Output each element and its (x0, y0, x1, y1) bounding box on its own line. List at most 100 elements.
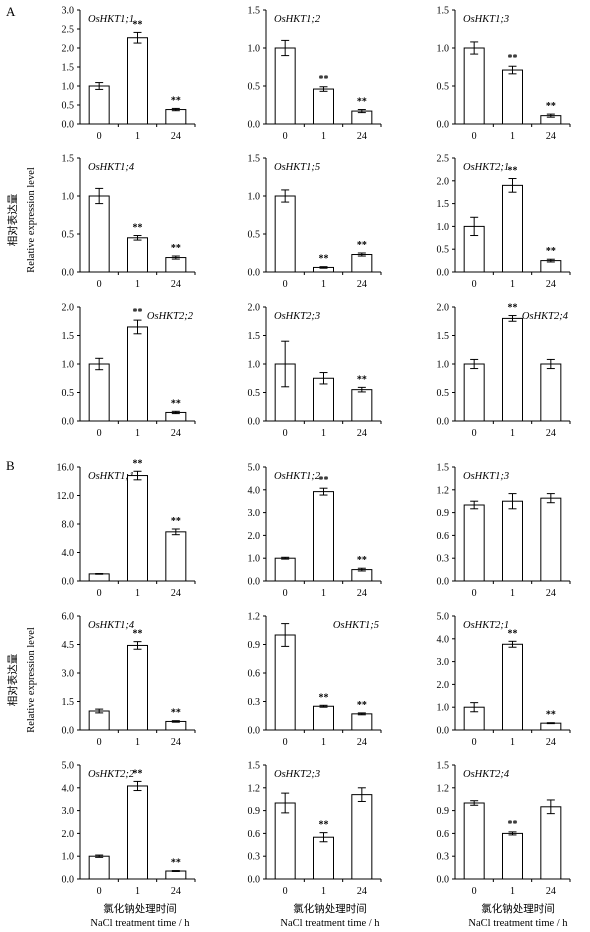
bar (540, 806, 562, 880)
y-tick-label: 3.0 (62, 6, 75, 17)
x-tick-label: 24 (171, 588, 181, 599)
bar (313, 705, 334, 731)
x-tick-label: 1 (321, 279, 326, 290)
figure-labels: A B 相对表达量 Relative expression level 相对表达… (6, 4, 568, 929)
bar (165, 870, 187, 880)
y-tick-label: 2.0 (437, 303, 450, 314)
ylabel-cn-a: 相对表达量 (6, 193, 19, 246)
xlabel-cn-col2: 氯化钠处理时间 (293, 902, 367, 915)
x-tick-label: 1 (135, 131, 140, 142)
y-tick-label: 2.0 (62, 44, 75, 55)
y-tick-label: 0.0 (437, 726, 450, 737)
chart-title: OsHKT1;2 (274, 14, 321, 25)
y-tick-label: 0.3 (437, 554, 450, 565)
chart-title: OsHKT2;2 (147, 311, 194, 322)
bar (540, 722, 562, 731)
x-tick-label: 0 (283, 131, 288, 142)
y-tick-label: 1.0 (248, 192, 261, 203)
y-tick-label: 1.5 (248, 761, 261, 772)
y-tick-label: 1.0 (437, 360, 450, 371)
y-tick-label: 2.0 (437, 176, 450, 187)
x-tick-label: 0 (97, 737, 102, 748)
y-tick-label: 1.5 (437, 463, 450, 474)
x-tick-label: 0 (97, 131, 102, 142)
y-tick-label: 0.5 (248, 82, 261, 93)
y-tick-label: 3.0 (248, 508, 261, 519)
chart-b-oshkt15: 0.0 0.3 0.6 0.9 1.2 OsHKT1;5 0 1 ** 24 ** (248, 612, 382, 748)
bar (88, 195, 110, 273)
chart-b-oshkt23: 0.0 0.3 0.6 0.9 1.2 1.5 OsHKT2;3 0 1 ** 24 (248, 761, 382, 897)
panel-label-b: B (6, 458, 15, 473)
y-tick-label: 1.5 (437, 6, 450, 17)
bar (88, 85, 110, 125)
y-tick-label: 0.0 (437, 268, 450, 279)
chart-a-oshkt15: 0.0 0.5 1.0 1.5 OsHKT1;5 0 1 ** 24 ** (248, 154, 382, 290)
y-tick-label: 0.5 (248, 230, 261, 241)
x-tick-label: 0 (472, 428, 477, 439)
x-tick-label: 1 (510, 886, 515, 897)
bar (165, 531, 187, 582)
bar (127, 785, 148, 880)
significance-label: ** (171, 95, 181, 106)
chart-title: OsHKT2;1 (463, 162, 509, 173)
bar (463, 504, 485, 582)
y-tick-label: 1.0 (248, 44, 261, 55)
bar (165, 720, 187, 731)
y-tick-label: 0.0 (62, 417, 75, 428)
y-tick-label: 2.0 (437, 680, 450, 691)
y-tick-label: 0.9 (437, 508, 450, 519)
bar (88, 573, 110, 582)
x-tick-label: 1 (510, 428, 515, 439)
bar (127, 644, 148, 731)
chart-a-oshkt14: 0.0 0.5 1.0 1.5 OsHKT1;4 0 1 ** 24 ** (62, 154, 196, 290)
x-tick-label: 1 (510, 279, 515, 290)
y-tick-label: 0.5 (62, 388, 75, 399)
chart-b-oshkt11: 0.0 4.0 8.0 12.0 16.0 OsHKT1;1 0 1 ** 24 ** (57, 458, 196, 599)
panel-label-a: A (6, 4, 16, 19)
significance-label: ** (546, 710, 556, 721)
y-tick-label: 0.3 (248, 852, 261, 863)
x-tick-label: 24 (171, 279, 181, 290)
y-tick-label: 2.5 (437, 154, 450, 165)
y-tick-label: 0.0 (437, 120, 450, 131)
chart-b-oshkt12: 0.0 1.0 2.0 3.0 4.0 5.0 OsHKT1;2 0 1 ** 24 ** (248, 463, 382, 599)
bar (351, 794, 373, 880)
x-tick-label: 24 (546, 428, 556, 439)
x-tick-label: 24 (171, 428, 181, 439)
x-tick-label: 1 (135, 279, 140, 290)
x-tick-label: 0 (283, 886, 288, 897)
x-tick-label: 24 (171, 886, 181, 897)
significance-label: ** (171, 858, 181, 869)
chart-title: OsHKT1;1 (88, 14, 134, 25)
x-tick-label: 24 (357, 428, 367, 439)
y-tick-label: 1.5 (62, 697, 75, 708)
significance-label: ** (133, 629, 143, 640)
y-tick-label: 0.0 (248, 577, 261, 588)
ylabel-en-a: Relative expression level (26, 167, 37, 273)
x-tick-label: 24 (357, 886, 367, 897)
x-tick-label: 24 (171, 737, 181, 748)
bar (463, 363, 485, 422)
bar (502, 184, 523, 273)
bar (88, 855, 110, 880)
bar (274, 47, 296, 125)
y-tick-label: 0.9 (437, 806, 450, 817)
y-tick-label: 0.5 (62, 230, 75, 241)
chart-title: OsHKT2;4 (522, 311, 569, 322)
bar (127, 326, 148, 422)
y-tick-label: 0.0 (62, 726, 75, 737)
y-tick-label: 0.0 (248, 417, 261, 428)
y-tick-label: 1.5 (62, 154, 75, 165)
bar (88, 363, 110, 422)
x-tick-label: 24 (357, 737, 367, 748)
bar (165, 257, 187, 273)
x-tick-label: 0 (283, 737, 288, 748)
chart-a-oshkt24: 0.0 0.5 1.0 1.5 2.0 OsHKT2;4 0 1 ** 24 (437, 303, 571, 439)
x-tick-label: 1 (321, 428, 326, 439)
y-tick-label: 1.5 (437, 331, 450, 342)
bar (502, 69, 523, 125)
y-tick-label: 1.0 (248, 360, 261, 371)
bar (502, 317, 523, 422)
chart-title: OsHKT2;4 (463, 769, 510, 780)
chart-title: OsHKT1;5 (274, 162, 320, 173)
